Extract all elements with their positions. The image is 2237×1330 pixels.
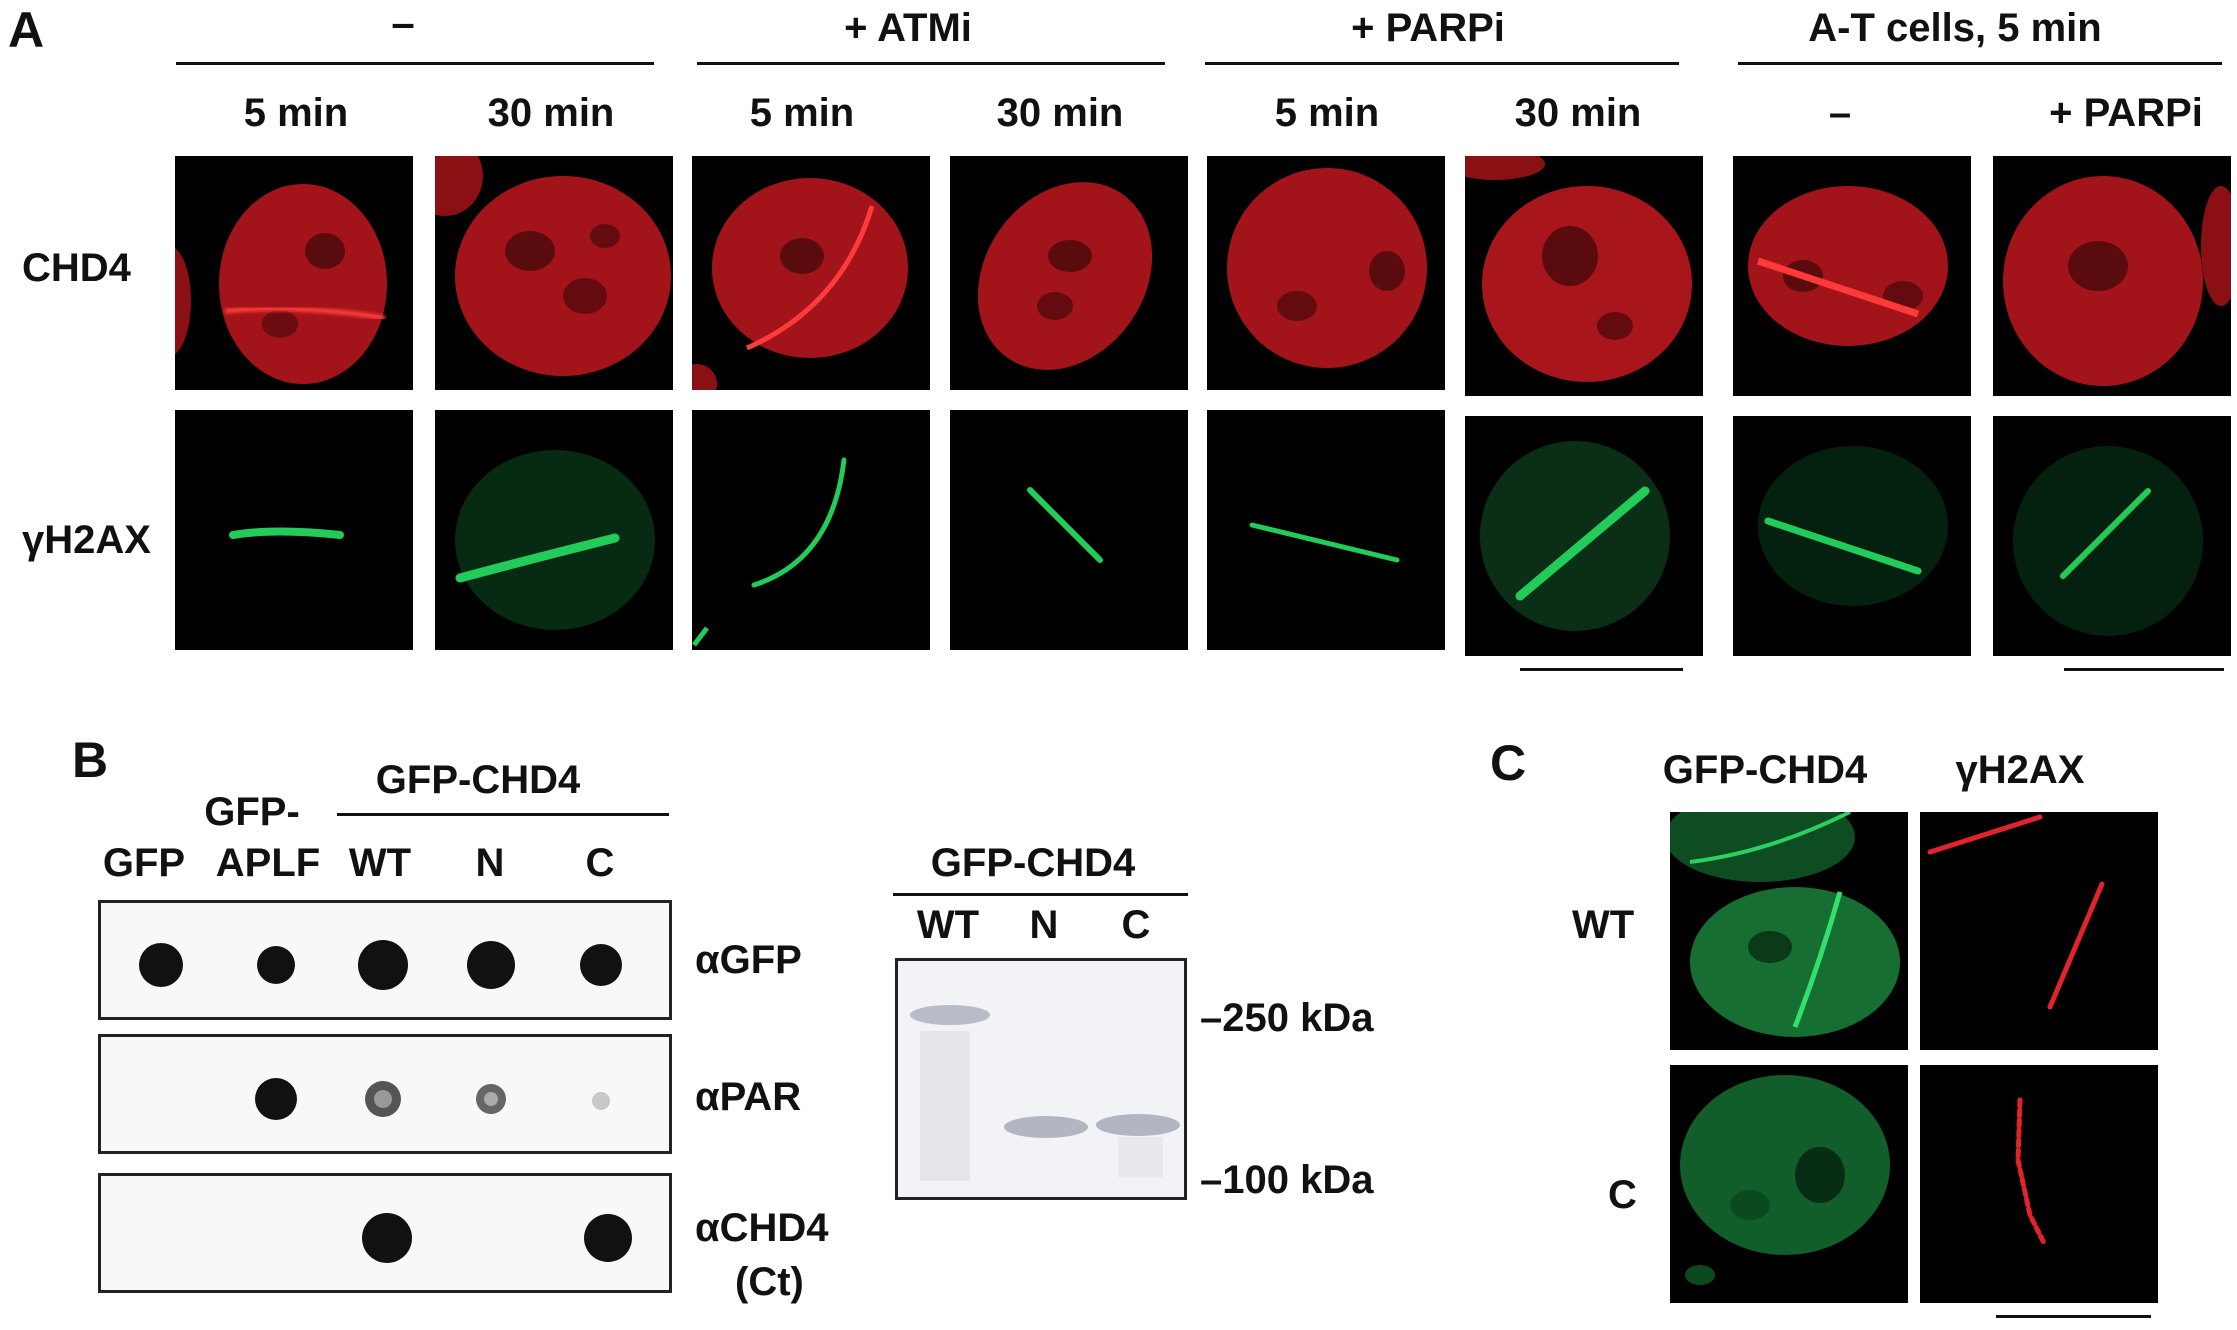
- col-header-4: 30 min: [996, 91, 1124, 135]
- col-header-5: 5 min: [1274, 91, 1380, 135]
- panel-c-letter: C: [1490, 735, 1527, 791]
- gel-lane-c: C: [1121, 903, 1151, 947]
- micrograph-chd4-at-parpi: [1993, 156, 2231, 396]
- micrograph-h2ax-parpi-30min: [1465, 416, 1703, 656]
- group-underline-atmi: [697, 62, 1165, 65]
- row-label-chd4: CHD4: [22, 246, 131, 290]
- antibody-label-gfp: αGFP: [695, 938, 802, 982]
- group-underline-at-cells: [1738, 62, 2222, 65]
- micrograph-h2ax-atmi-30min: [950, 410, 1188, 650]
- panel-b-letter: B: [72, 732, 109, 788]
- panel-c-col-h2ax: γH2AX: [1955, 748, 2085, 792]
- micrograph-c-gfp-wt: [1670, 812, 1908, 1050]
- col-header-2: 30 min: [487, 91, 615, 135]
- gel-title-underline: [893, 893, 1188, 896]
- group-header-at-cells: A-T cells, 5 min: [1808, 6, 2102, 50]
- micrograph-chd4-ctrl-30min: [435, 156, 673, 390]
- antibody-label-par: αPAR: [695, 1075, 802, 1119]
- group-header-parpi: + PARPi: [1351, 6, 1505, 50]
- scale-bar-a2: [2064, 668, 2224, 671]
- lane-label-wt: WT: [348, 841, 412, 885]
- panel-c-row-wt: WT: [1572, 903, 1635, 947]
- col-header-7: –: [1828, 91, 1852, 135]
- micrograph-chd4-atmi-5min: [692, 156, 930, 390]
- micrograph-h2ax-parpi-5min: [1207, 410, 1445, 650]
- micrograph-chd4-atmi-30min: [950, 156, 1188, 390]
- scale-bar-a1: [1520, 668, 1683, 671]
- panel-c-row-c: C: [1608, 1173, 1637, 1217]
- gel-lane-wt: WT: [916, 903, 980, 947]
- col-header-3: 5 min: [749, 91, 855, 135]
- micrograph-chd4-at-ctrl: [1733, 156, 1971, 396]
- micrograph-chd4-parpi-5min: [1207, 156, 1445, 390]
- micrograph-chd4-ctrl-5min: [175, 156, 413, 390]
- micrograph-h2ax-ctrl-30min: [435, 410, 673, 650]
- group-header-control: –: [391, 0, 415, 46]
- dot-blot-achd4: [98, 1173, 672, 1293]
- col-header-6: 30 min: [1514, 91, 1642, 135]
- blot-group-header: GFP-CHD4: [375, 758, 581, 802]
- col-header-8: + PARPi: [2049, 91, 2203, 135]
- antibody-label-ct: (Ct): [735, 1260, 804, 1304]
- gel-title: GFP-CHD4: [930, 841, 1136, 885]
- micrograph-h2ax-ctrl-5min: [175, 410, 413, 650]
- gel-lane-n: N: [1029, 903, 1059, 947]
- blot-group-underline: [337, 813, 669, 816]
- panel-a-letter: A: [8, 2, 45, 58]
- group-underline-parpi: [1205, 62, 1679, 65]
- marker-250: –250 kDa: [1200, 996, 1374, 1040]
- row-label-h2ax: γH2AX: [22, 518, 151, 562]
- group-header-atmi: + ATMi: [844, 6, 972, 50]
- micrograph-h2ax-atmi-5min: [692, 410, 930, 650]
- micrograph-h2ax-at-parpi: [1993, 416, 2231, 656]
- dot-blot-agfp: [98, 900, 672, 1020]
- lane-label-aplf-top: GFP-: [204, 790, 300, 834]
- lane-label-n: N: [475, 841, 505, 885]
- lane-label-gfp: GFP: [102, 841, 186, 885]
- lane-label-c: C: [585, 841, 615, 885]
- micrograph-c-h2ax-wt: [1920, 812, 2158, 1050]
- dot-blot-apar: [98, 1034, 672, 1154]
- panel-c-col-gfp: GFP-CHD4: [1662, 748, 1868, 792]
- coomassie-gel: [895, 958, 1187, 1200]
- micrograph-h2ax-at-ctrl: [1733, 416, 1971, 656]
- col-header-1: 5 min: [243, 91, 349, 135]
- micrograph-chd4-parpi-30min: [1465, 156, 1703, 396]
- marker-100: –100 kDa: [1200, 1158, 1374, 1202]
- micrograph-c-h2ax-c: [1920, 1065, 2158, 1303]
- scale-bar-c: [1996, 1315, 2151, 1318]
- micrograph-c-gfp-c: [1670, 1065, 1908, 1303]
- group-underline-control: [176, 62, 654, 65]
- lane-label-aplf-bottom: APLF: [215, 841, 321, 885]
- antibody-label-chd4: αCHD4: [695, 1206, 829, 1250]
